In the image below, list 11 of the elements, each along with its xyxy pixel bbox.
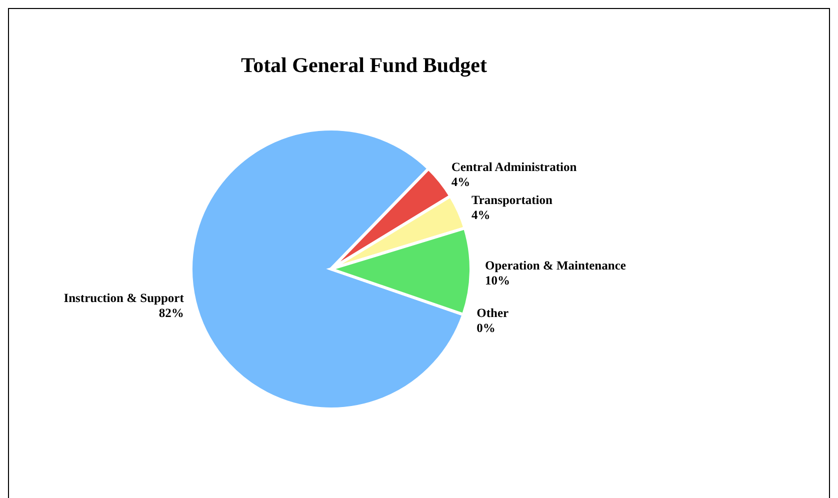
data-label: 82% [158,306,184,320]
data-label: 10% [484,274,510,288]
slice-label: Central Administration [451,160,577,174]
data-label: 4% [451,174,470,189]
slice-label: Operation & Maintenance [484,258,626,273]
category-label: Other [476,306,509,320]
data-label: 4% [471,208,490,222]
slice-label: Transportation [471,192,553,207]
slice-label: Instruction & Support [64,291,185,306]
text: 0% [476,321,496,336]
chart-title: Total General Fund Budget [240,53,488,78]
